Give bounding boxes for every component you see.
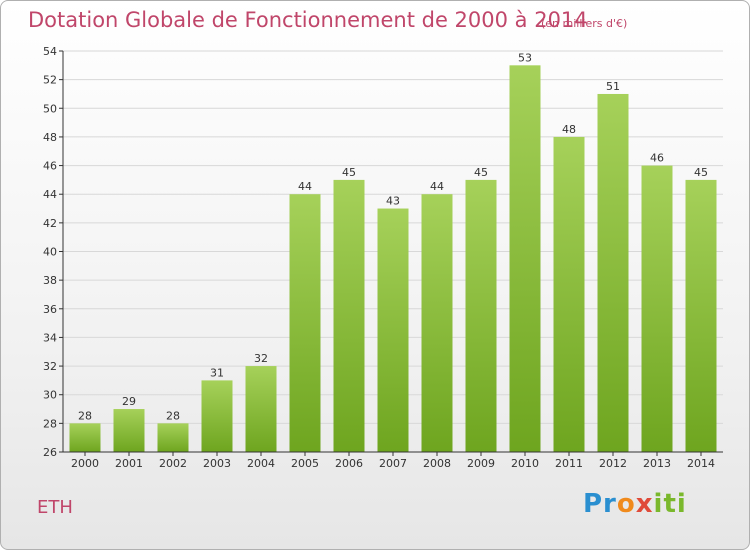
chart-title: Dotation Globale de Fonctionnement de 20… — [28, 8, 588, 32]
axis-layer: 26 28 30 32 34 36 38 40 42 44 46 48 50 52 54 2000 2001 20… — [43, 45, 723, 470]
data-label: 45 — [342, 166, 356, 179]
bar — [289, 194, 321, 452]
bar — [641, 165, 673, 453]
data-label: 44 — [298, 180, 312, 193]
data-label: 28 — [78, 409, 92, 422]
x-tick-label: 2004 — [247, 457, 275, 470]
y-tick-label: 30 — [43, 389, 57, 402]
data-label: 31 — [210, 366, 224, 379]
data-label: 44 — [430, 180, 444, 193]
y-tick-label: 32 — [43, 360, 57, 373]
y-tick-label: 34 — [43, 331, 57, 344]
bar — [377, 208, 409, 452]
y-tick-label: 46 — [43, 160, 57, 173]
bar — [509, 65, 541, 453]
data-label: 45 — [694, 166, 708, 179]
x-tick-label: 2011 — [555, 457, 583, 470]
y-tick-label: 48 — [43, 131, 57, 144]
x-tick-label: 2003 — [203, 457, 231, 470]
y-tick-label: 52 — [43, 74, 57, 87]
place-name: ETH — [37, 497, 73, 518]
data-label: 28 — [166, 409, 180, 422]
bar — [685, 179, 717, 452]
y-tick-label: 42 — [43, 217, 57, 230]
y-tick-label: 50 — [43, 102, 57, 115]
bar — [333, 179, 365, 452]
x-tick-label: 2001 — [115, 457, 143, 470]
proxiti-logo: Proxiti — [583, 489, 687, 519]
bar — [201, 380, 233, 452]
x-tick-label: 2012 — [599, 457, 627, 470]
y-tick-label: 44 — [43, 188, 57, 201]
bar — [245, 366, 277, 452]
y-tick-label: 28 — [43, 417, 57, 430]
bar-chart: 28 29 28 31 32 44 45 43 44 45 53 48 51 46 45 26 28 30 32 3… — [43, 45, 723, 470]
data-label: 51 — [606, 80, 620, 93]
data-label: 46 — [650, 152, 664, 165]
y-tick-label: 38 — [43, 274, 57, 287]
y-tick-label: 40 — [43, 246, 57, 259]
data-label: 32 — [254, 352, 268, 365]
bar-layer: 28 29 28 31 32 44 45 43 44 45 53 48 51 46 45 — [69, 51, 717, 453]
data-label: 53 — [518, 51, 532, 64]
x-tick-label: 2014 — [687, 457, 715, 470]
x-tick-label: 2008 — [423, 457, 451, 470]
bar — [597, 93, 629, 452]
data-label: 48 — [562, 123, 576, 136]
bar — [113, 409, 145, 452]
y-tick-label: 36 — [43, 303, 57, 316]
bar — [421, 194, 453, 452]
y-tick-label: 54 — [43, 45, 57, 58]
data-label: 29 — [122, 395, 136, 408]
y-tick-label: 26 — [43, 446, 57, 459]
x-tick-label: 2006 — [335, 457, 363, 470]
chart-subtitle: (en milliers d'€) — [541, 17, 628, 30]
x-tick-label: 2009 — [467, 457, 495, 470]
data-label: 43 — [386, 195, 400, 208]
bar — [157, 423, 189, 452]
bar — [69, 423, 101, 452]
x-tick-label: 2013 — [643, 457, 671, 470]
bar — [553, 136, 585, 452]
x-tick-label: 2007 — [379, 457, 407, 470]
x-tick-label: 2000 — [71, 457, 99, 470]
x-tick-label: 2002 — [159, 457, 187, 470]
x-tick-label: 2005 — [291, 457, 319, 470]
data-label: 45 — [474, 166, 488, 179]
x-tick-label: 2010 — [511, 457, 539, 470]
bar — [465, 179, 497, 452]
